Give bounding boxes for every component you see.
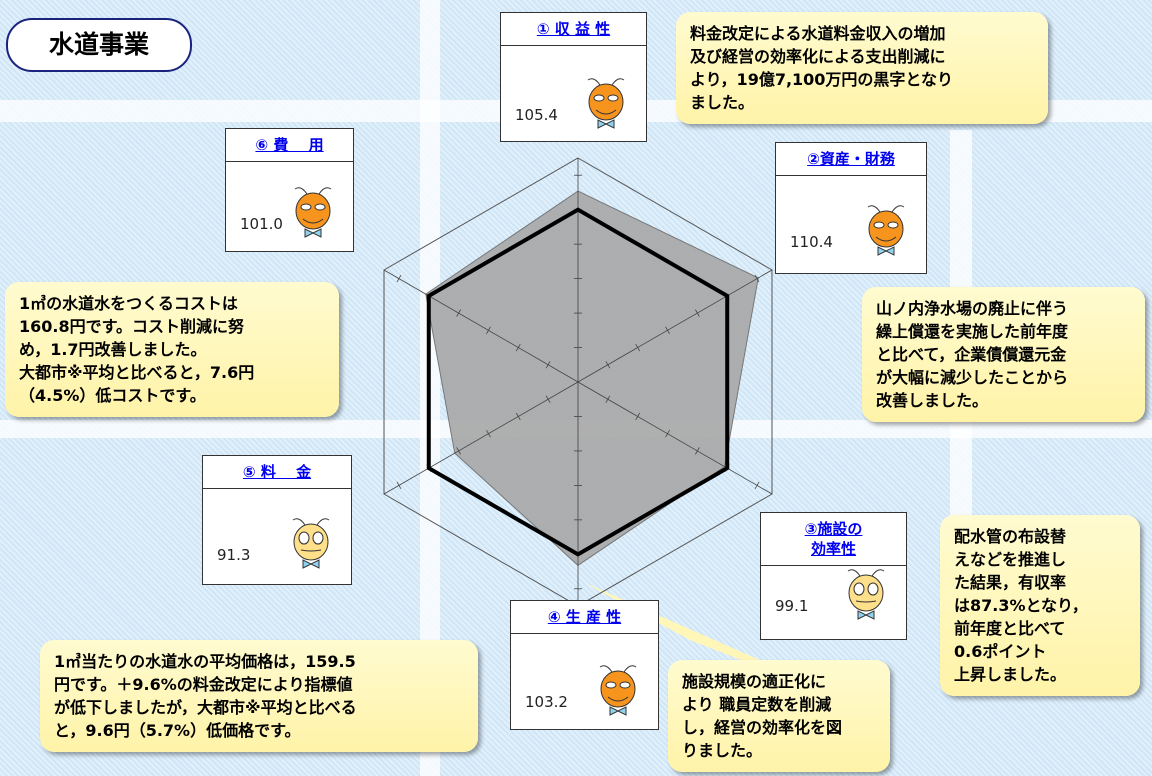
indicator-label[interactable]: ⑤ 料 金: [203, 456, 351, 489]
baseline: [426, 207, 730, 557]
indicator-box: ②資産・財務 110.4: [775, 142, 927, 274]
tick-mark: [486, 326, 491, 334]
indicator-value: 110.4: [790, 233, 833, 251]
tick-mark: [545, 395, 551, 403]
tick-mark: [695, 309, 700, 317]
mascot-icon: [867, 205, 905, 256]
axis-line: [383, 269, 579, 383]
annotation: 料金改定による水道料金収入の増加 及び経営の効率化による支出削減に より，19億…: [676, 12, 1048, 124]
mascot: [596, 663, 637, 719]
axis-line: [577, 381, 773, 495]
tick-mark: [605, 361, 611, 369]
mascot: [584, 76, 625, 132]
indicator-value: 101.0: [240, 215, 283, 233]
annotation: 1㎥の水道水をつくるコストは 160.8円です。コスト削減に努 め，1.7円改善…: [5, 282, 339, 417]
mascot-icon: [294, 187, 332, 238]
tick-mark: [665, 430, 670, 438]
indicator-value: 105.4: [515, 106, 558, 124]
mascot: [291, 185, 332, 241]
indicator-label[interactable]: ⑥ 費 用: [226, 129, 353, 162]
axis-line: [577, 269, 773, 383]
axis-line: [383, 381, 579, 495]
annotation: 1㎥当たりの水道水の平均価格は，159.5 円です。＋9.6%の料金改定により指…: [40, 640, 478, 752]
indicator-label[interactable]: ① 収 益 性: [501, 13, 646, 46]
tick-mark: [486, 430, 491, 438]
tick-mark: [396, 274, 402, 283]
tick-mark: [635, 343, 641, 352]
mascot: [864, 203, 905, 259]
indicator-label[interactable]: ②資産・財務: [776, 143, 926, 176]
annotation: 配水管の布設替 えなどを推進し た結果，有収率 は87.3%となり， 前年度と比…: [940, 515, 1140, 696]
mascot-icon: [587, 78, 625, 129]
indicator-value: 91.3: [217, 546, 251, 564]
indicator-box: ④ 生 産 性 103.2: [510, 600, 659, 730]
indicator-value: 103.2: [525, 693, 568, 711]
tick-mark: [456, 447, 461, 455]
tick-mark: [515, 343, 521, 352]
mascot-icon: [599, 665, 637, 716]
indicator-box: ① 収 益 性 105.4: [500, 12, 647, 142]
tick-mark: [635, 412, 641, 421]
annotation: 山ノ内浄水場の廃止に伴う 繰上償還を実施した前年度 と比べて，企業債償還元金 が…: [862, 287, 1145, 422]
tick-mark: [665, 326, 670, 334]
indicator-box: ③施設の 効率性 99.1: [760, 512, 907, 640]
tick-mark: [396, 481, 402, 490]
indicator-label[interactable]: ③施設の 効率性: [761, 513, 906, 566]
mascot: [289, 516, 330, 572]
indicator-box: ⑤ 料 金 91.3: [202, 455, 352, 585]
mascot-icon: [847, 569, 885, 620]
indicator-box: ⑥ 費 用 101.0: [225, 128, 354, 252]
tick-mark: [754, 274, 760, 283]
indicator-label[interactable]: ④ 生 産 性: [511, 601, 658, 634]
tick-mark: [754, 481, 760, 490]
mascot: [844, 567, 885, 623]
tick-mark: [456, 309, 461, 317]
tick-mark: [515, 412, 521, 421]
tick-mark: [695, 447, 700, 455]
indicator-value: 99.1: [775, 597, 809, 615]
title: 水道事業: [6, 18, 192, 72]
annotation: 施設規模の適正化に より 職員定数を削減 し，経営の効率化を図 りました。: [668, 660, 890, 772]
tick-mark: [545, 361, 551, 369]
tick-mark: [605, 395, 611, 403]
mascot-icon: [292, 518, 330, 569]
